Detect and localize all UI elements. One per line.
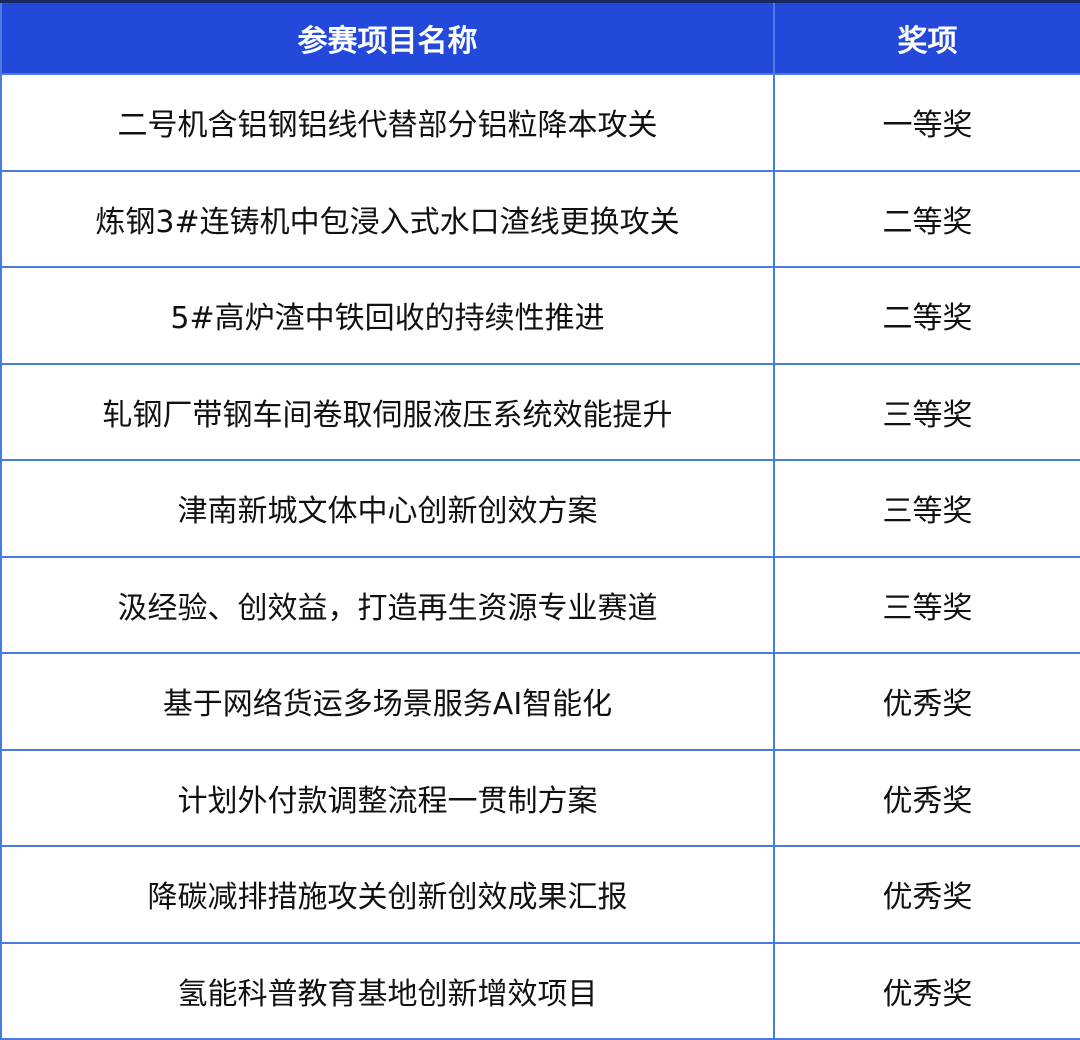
project-name-cell: 降碳减排措施攻关创新创效成果汇报	[0, 845, 775, 944]
award-cell: 三等奖	[773, 555, 1080, 654]
award-cell: 优秀奖	[773, 748, 1080, 847]
table-row: 炼钢3#连铸机中包浸入式水口渣线更换攻关 二等奖	[0, 169, 1080, 268]
project-name-cell: 汲经验、创效益，打造再生资源专业赛道	[0, 555, 775, 654]
project-name-cell: 氢能科普教育基地创新增效项目	[0, 941, 775, 1040]
header-row: 参赛项目名称 奖项	[0, 0, 1080, 75]
project-name-cell: 计划外付款调整流程一贯制方案	[0, 748, 775, 847]
table-row: 氢能科普教育基地创新增效项目 优秀奖	[0, 941, 1080, 1040]
project-name-cell: 二号机含铝钢铝线代替部分铝粒降本攻关	[0, 73, 775, 172]
award-cell: 三等奖	[773, 362, 1080, 461]
award-cell: 二等奖	[773, 266, 1080, 365]
table-row: 汲经验、创效益，打造再生资源专业赛道 三等奖	[0, 555, 1080, 654]
table-row: 轧钢厂带钢车间卷取伺服液压系统效能提升 三等奖	[0, 362, 1080, 461]
project-name-cell: 津南新城文体中心创新创效方案	[0, 459, 775, 558]
project-name-cell: 炼钢3#连铸机中包浸入式水口渣线更换攻关	[0, 169, 775, 268]
header-award: 奖项	[773, 0, 1080, 75]
award-cell: 三等奖	[773, 459, 1080, 558]
header-project-name: 参赛项目名称	[0, 0, 775, 75]
project-name-cell: 基于网络货运多场景服务AI智能化	[0, 652, 775, 751]
award-cell: 优秀奖	[773, 845, 1080, 944]
award-cell: 优秀奖	[773, 941, 1080, 1040]
table-row: 计划外付款调整流程一贯制方案 优秀奖	[0, 748, 1080, 847]
table-row: 5#高炉渣中铁回收的持续性推进 二等奖	[0, 266, 1080, 365]
award-cell: 一等奖	[773, 73, 1080, 172]
project-name-cell: 轧钢厂带钢车间卷取伺服液压系统效能提升	[0, 362, 775, 461]
table-row: 降碳减排措施攻关创新创效成果汇报 优秀奖	[0, 845, 1080, 944]
table-row: 津南新城文体中心创新创效方案 三等奖	[0, 459, 1080, 558]
award-cell: 优秀奖	[773, 652, 1080, 751]
award-cell: 二等奖	[773, 169, 1080, 268]
table-row: 基于网络货运多场景服务AI智能化 优秀奖	[0, 652, 1080, 751]
table-row: 二号机含铝钢铝线代替部分铝粒降本攻关 一等奖	[0, 73, 1080, 172]
project-name-cell: 5#高炉渣中铁回收的持续性推进	[0, 266, 775, 365]
